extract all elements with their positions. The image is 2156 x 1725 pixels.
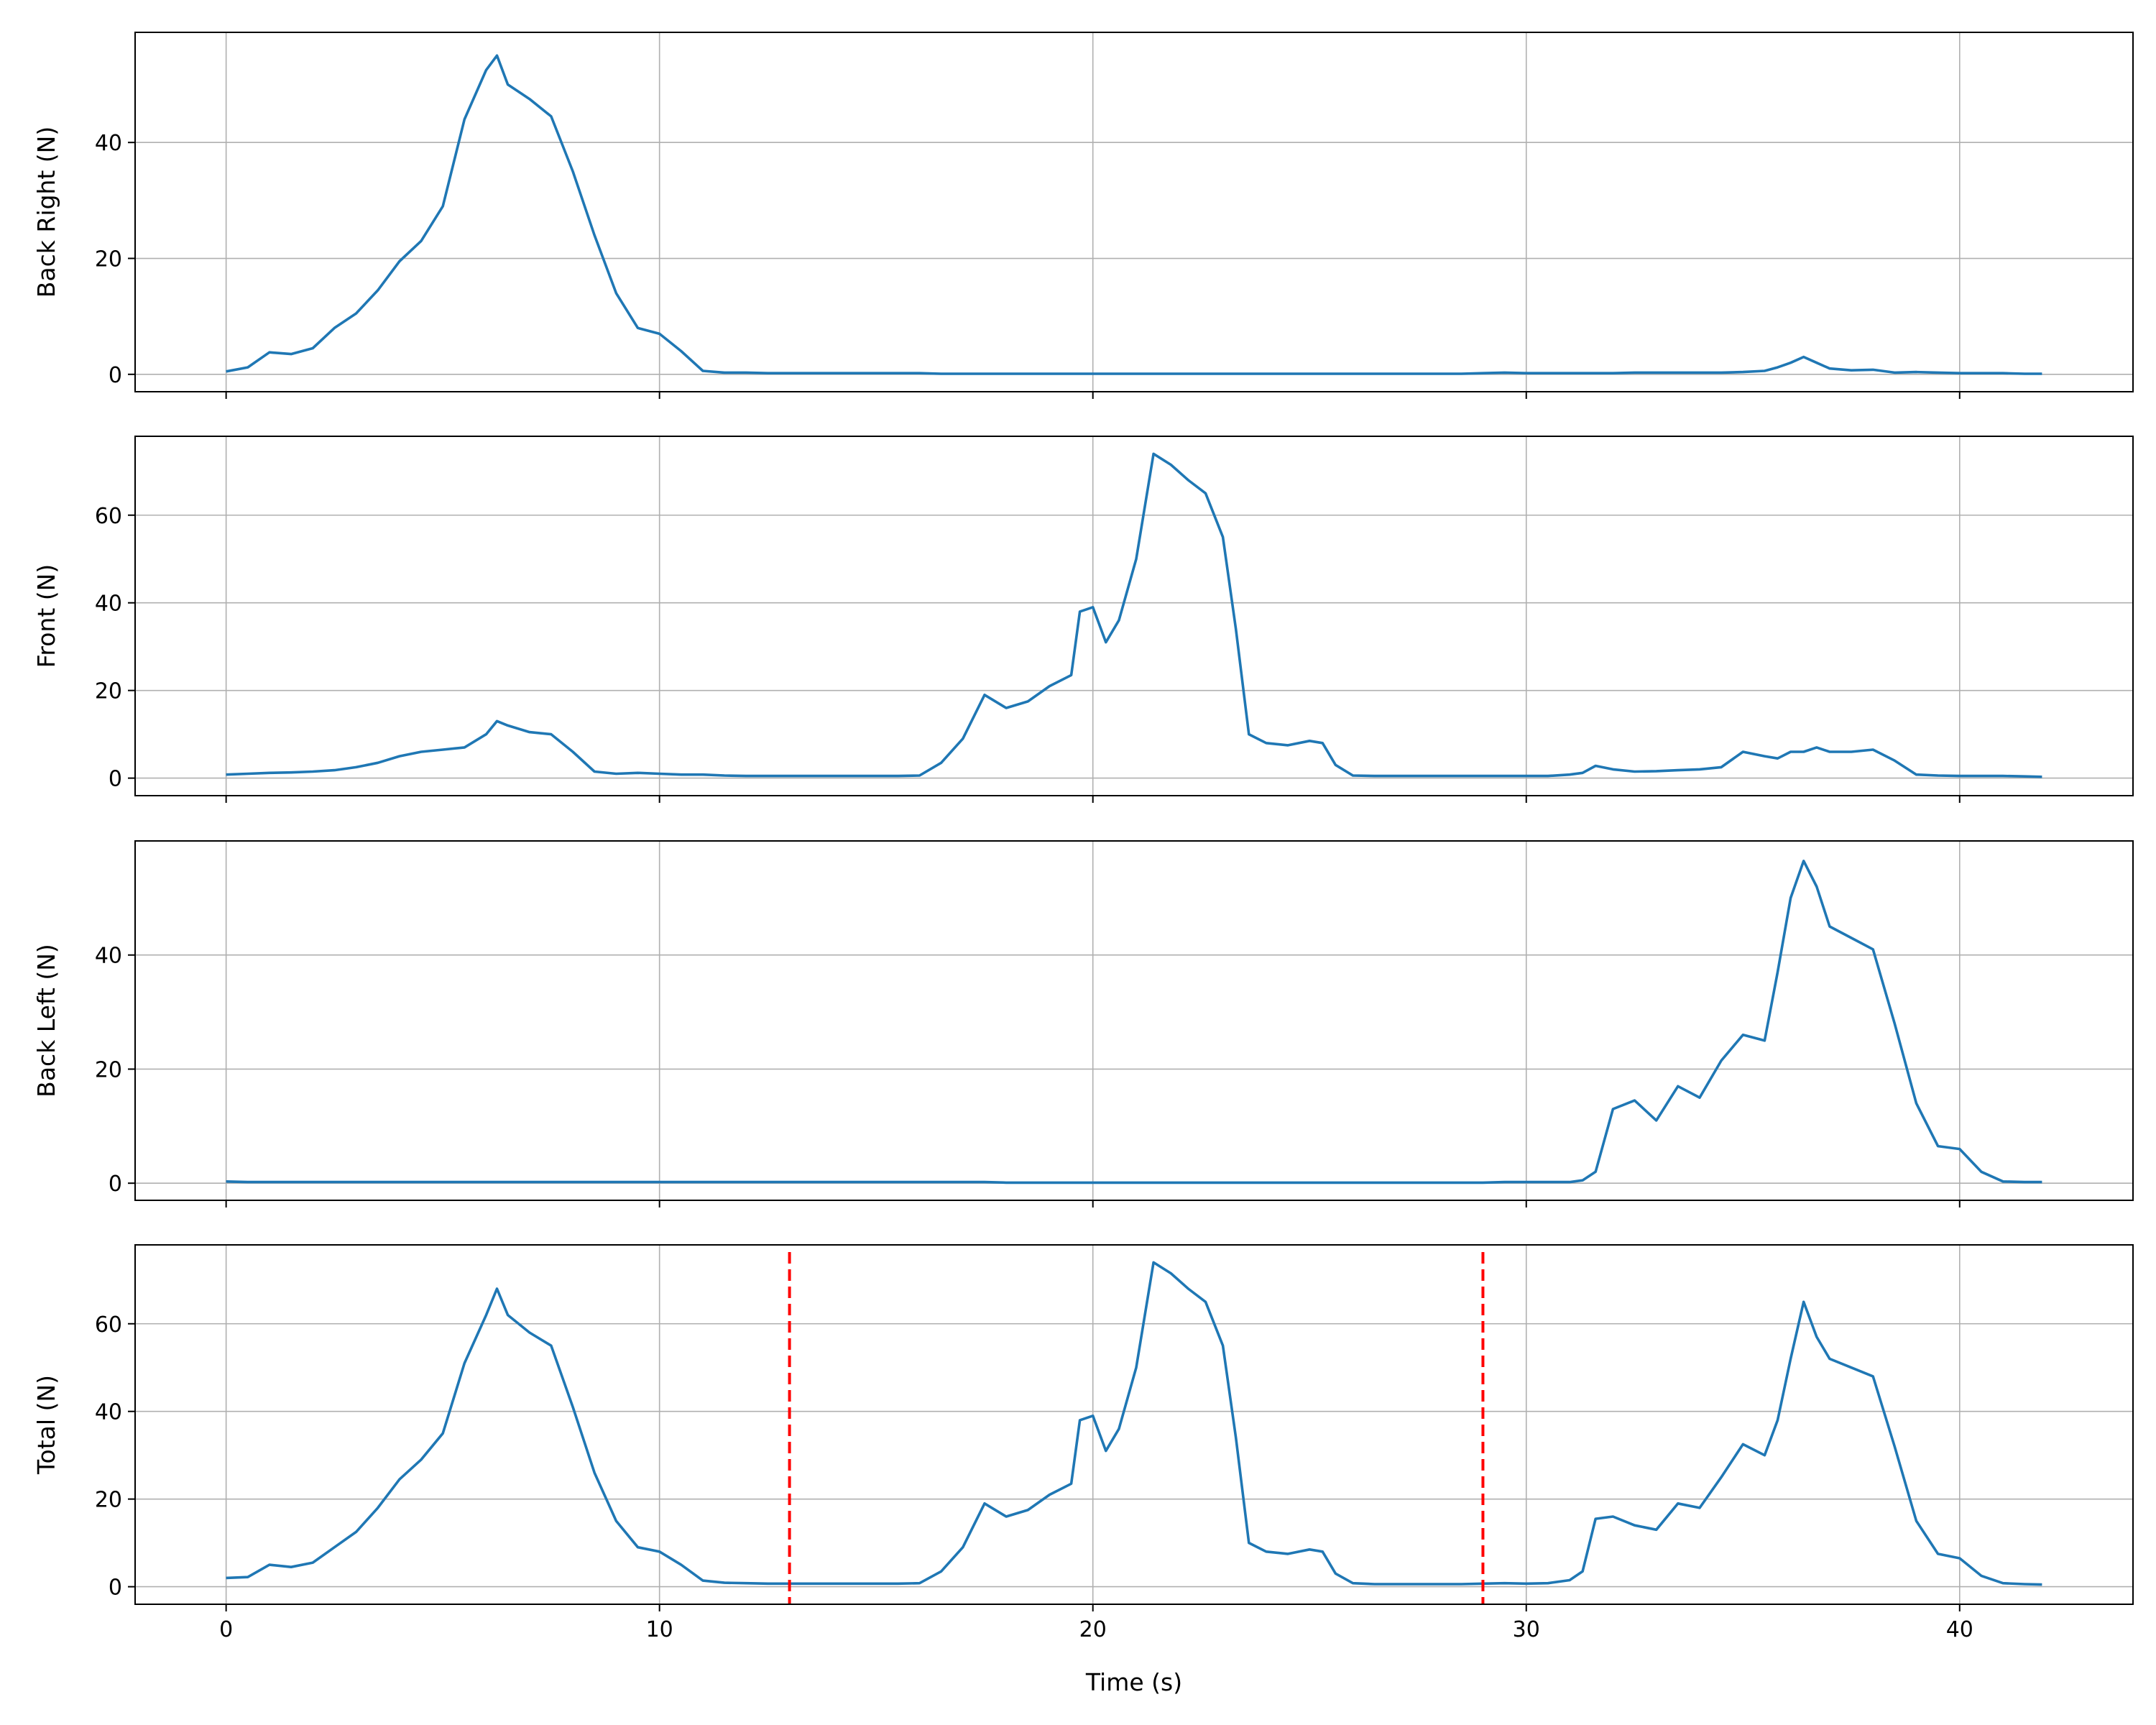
y-tick-label: 0	[109, 767, 122, 792]
front-subplot: 0 20 40 60	[95, 436, 2134, 803]
y-tick-label: 40	[95, 944, 122, 969]
back-left-subplot: 0 20 40	[95, 840, 2134, 1208]
y-tick-label: 20	[95, 1488, 122, 1513]
axes-frame	[134, 32, 2134, 392]
front-series-line	[226, 452, 2042, 778]
x-tick-label: 40	[1946, 1617, 1973, 1642]
y-tick-label: 20	[95, 679, 122, 704]
total-series-line	[226, 1261, 2042, 1586]
axes-frame	[134, 436, 2134, 796]
y-tick-label: 20	[95, 1057, 122, 1082]
axes-frame	[134, 840, 2134, 1201]
y-tick-label: 40	[95, 1400, 122, 1425]
y-tick-label: 0	[109, 1172, 122, 1197]
x-tick-label: 10	[646, 1617, 673, 1642]
total-subplot: 0 10 20 30 40 0 20 40 60	[95, 1244, 2134, 1642]
y-axis-label-back-right: Back Right (N)	[32, 126, 60, 298]
y-tick-label: 0	[109, 363, 122, 388]
y-axis-label-front: Front (N)	[32, 564, 60, 668]
y-axis-label-total: Total (N)	[32, 1375, 60, 1475]
y-tick-label: 40	[95, 131, 122, 156]
x-axis-label: Time (s)	[1085, 1668, 1182, 1696]
back-right-subplot: 0 20 40	[95, 32, 2134, 399]
y-tick-label: 0	[109, 1576, 122, 1601]
y-tick-label: 60	[95, 1312, 122, 1338]
axes-frame	[134, 1244, 2134, 1605]
back-left-series-line	[226, 860, 2042, 1184]
x-tick-label: 20	[1079, 1617, 1107, 1642]
back-right-series-line	[226, 54, 2042, 375]
y-tick-label: 60	[95, 504, 122, 529]
x-tick-label: 30	[1513, 1617, 1540, 1642]
y-tick-label: 20	[95, 247, 122, 272]
y-axis-label-back-left: Back Left (N)	[32, 944, 60, 1098]
x-tick-label: 0	[219, 1617, 233, 1642]
y-tick-label: 40	[95, 592, 122, 617]
